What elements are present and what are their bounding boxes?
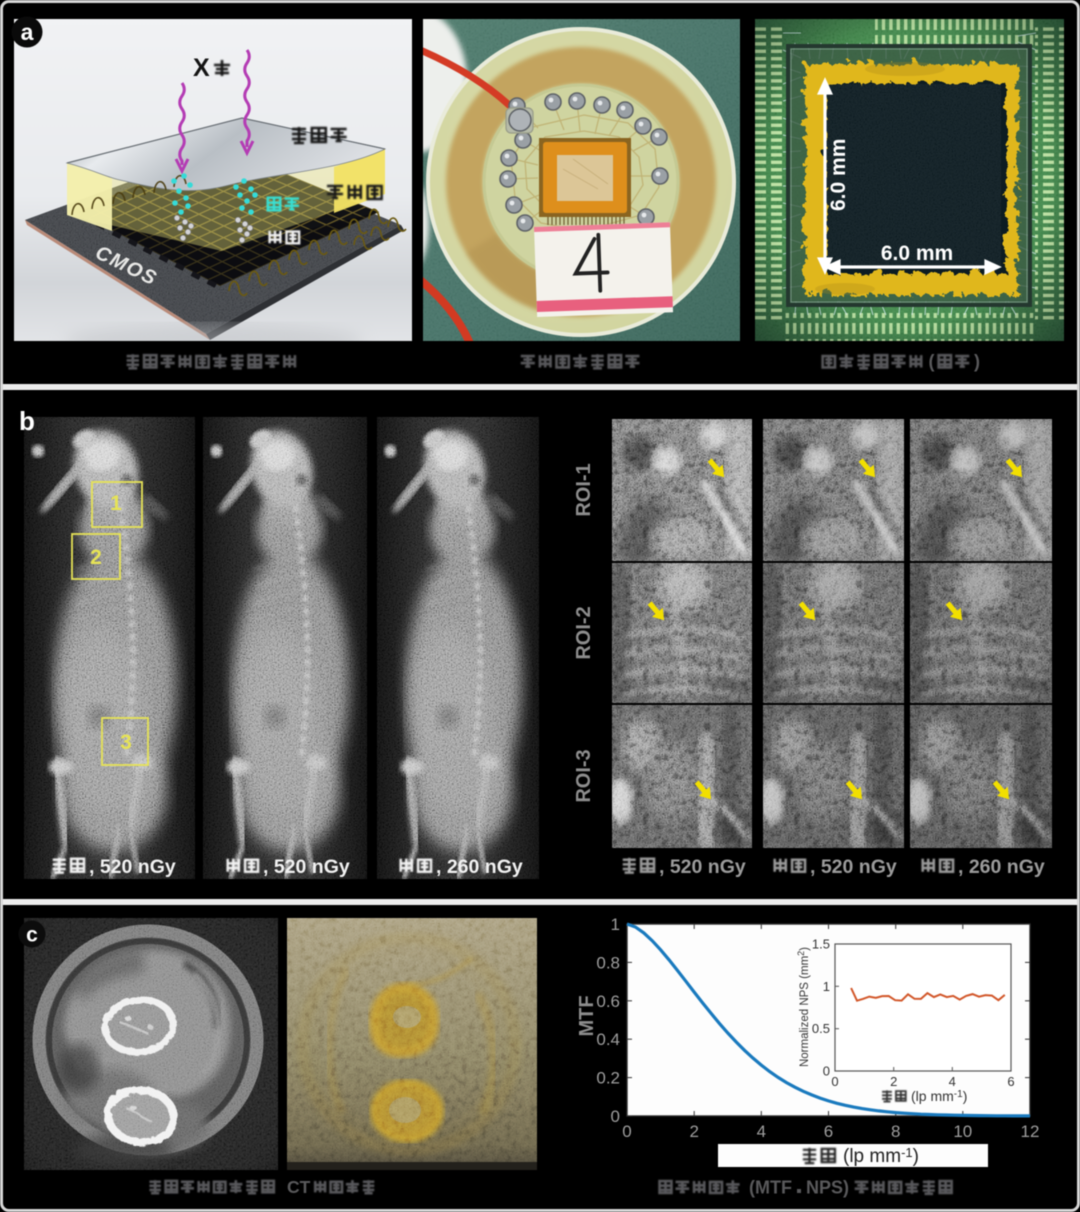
svg-text:Normalized NPS (mm2): Normalized NPS (mm2) [796, 947, 811, 1067]
svg-text:1: 1 [611, 915, 620, 934]
svg-text:, 520 nGy: , 520 nGy [659, 856, 746, 878]
svg-text:CT: CT [287, 1177, 311, 1197]
svg-text:, 520 nGy: , 520 nGy [89, 856, 176, 878]
svg-text:8: 8 [891, 1122, 900, 1141]
svg-text:, 520 nGy: , 520 nGy [263, 856, 350, 878]
svg-text:0.6: 0.6 [596, 992, 620, 1011]
svg-text:1.5: 1.5 [812, 937, 830, 952]
svg-text:, 260 nGy: , 260 nGy [958, 856, 1045, 878]
svg-text:4: 4 [757, 1122, 766, 1141]
svg-text:X: X [193, 54, 210, 82]
svg-text:0.2: 0.2 [596, 1069, 620, 1088]
svg-text:2: 2 [689, 1122, 698, 1141]
svg-text:1: 1 [110, 492, 122, 515]
svg-text:2: 2 [90, 546, 102, 569]
svg-text:): ) [974, 352, 980, 372]
svg-text:a: a [21, 19, 34, 45]
svg-text:ROI-3: ROI-3 [573, 749, 595, 802]
svg-text:, 260 nGy: , 260 nGy [436, 856, 523, 878]
svg-text:(lp mm-1): (lp mm-1) [911, 1088, 967, 1104]
svg-text:0: 0 [823, 1064, 830, 1079]
svg-text:0.5: 0.5 [812, 1021, 830, 1036]
svg-text:6: 6 [824, 1122, 833, 1141]
svg-text:6: 6 [1007, 1074, 1014, 1089]
svg-text:b: b [19, 406, 35, 436]
svg-text:(MTF: (MTF [749, 1178, 792, 1198]
svg-text:c: c [26, 924, 38, 947]
svg-text:ROI-1: ROI-1 [573, 463, 595, 516]
svg-text:0: 0 [622, 1122, 631, 1141]
svg-text:6.0 mm: 6.0 mm [827, 139, 850, 211]
svg-text:ROI-2: ROI-2 [573, 606, 595, 659]
svg-text:0: 0 [611, 1107, 620, 1126]
svg-text:NPS): NPS) [806, 1178, 849, 1198]
svg-text:12: 12 [1021, 1122, 1040, 1141]
svg-text:(: ( [929, 352, 935, 372]
svg-text:(lp mm-1): (lp mm-1) [843, 1145, 919, 1167]
svg-text:6.0 mm: 6.0 mm [881, 242, 953, 265]
svg-text:1: 1 [823, 979, 830, 994]
svg-text:, 520 nGy: , 520 nGy [810, 856, 897, 878]
svg-text:3: 3 [120, 731, 132, 754]
svg-text:0.8: 0.8 [596, 953, 620, 972]
svg-text:4: 4 [949, 1074, 956, 1089]
svg-text:0.4: 0.4 [596, 1030, 620, 1049]
svg-text:10: 10 [953, 1122, 972, 1141]
svg-text:2: 2 [890, 1074, 897, 1089]
svg-text:MTF: MTF [576, 995, 598, 1036]
svg-text:0: 0 [831, 1074, 838, 1089]
